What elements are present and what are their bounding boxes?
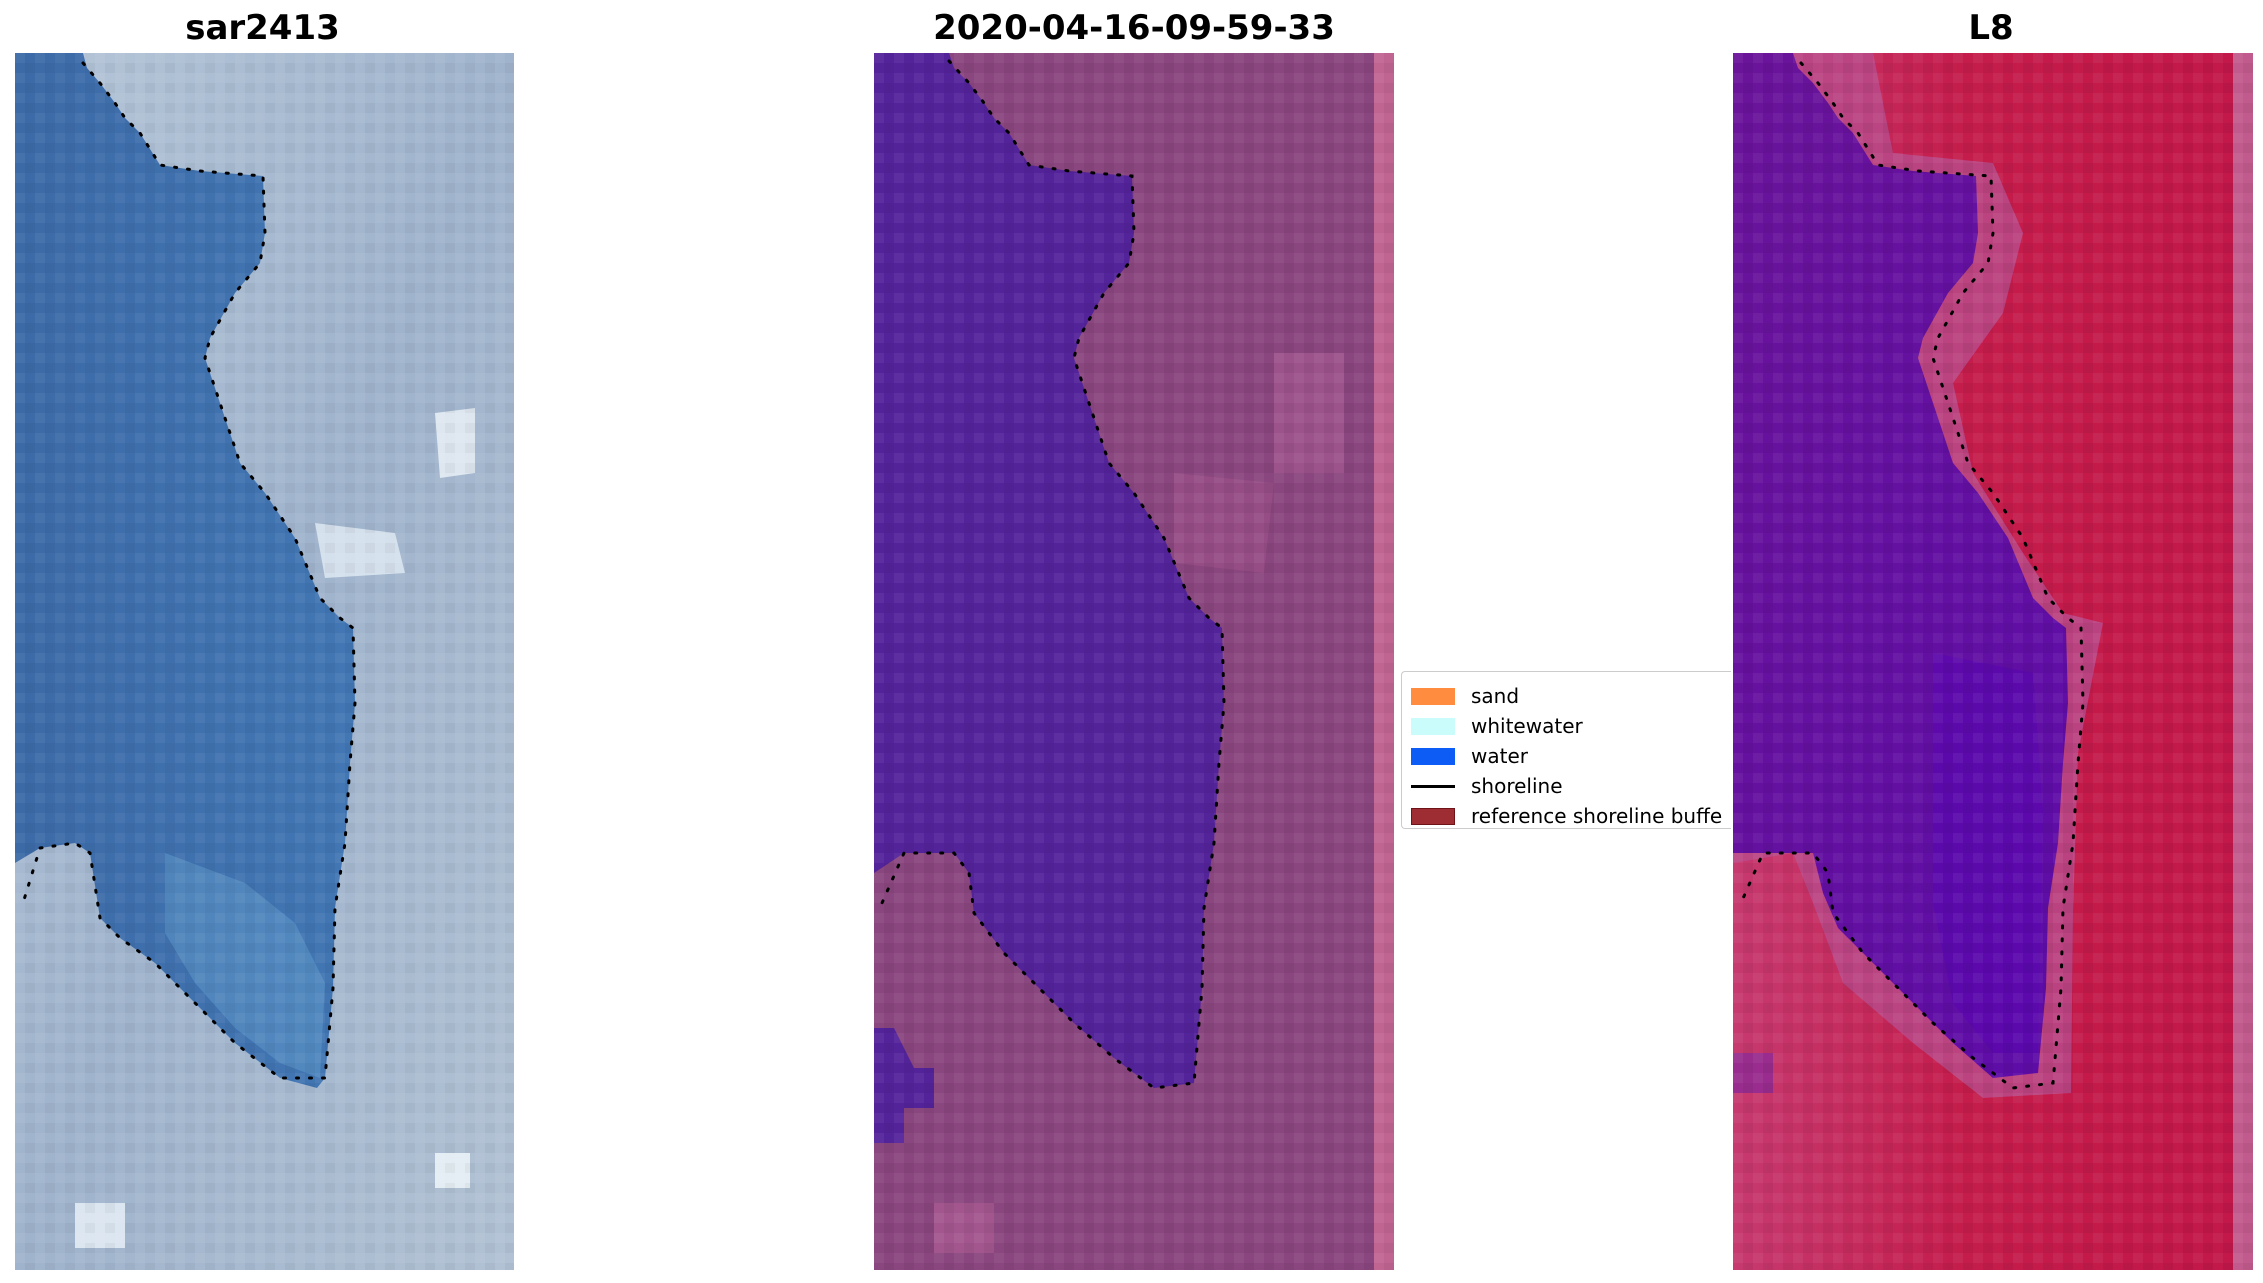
- legend-swatch-reference-shoreline-buffer: [1411, 807, 1455, 825]
- legend-label-whitewater: whitewater: [1471, 714, 1583, 738]
- false-color-image-panel: [1733, 53, 2253, 1270]
- legend-line-shoreline: [1411, 784, 1455, 788]
- legend-item-reference-shoreline-buffer: reference shoreline buffe: [1411, 803, 1723, 828]
- legend-swatch-sand: [1411, 687, 1455, 705]
- legend-item-sand: sand: [1411, 683, 1519, 709]
- rgb-image: [15, 53, 514, 1270]
- panel-title-sar2413: sar2413: [185, 8, 340, 48]
- legend-item-shoreline: shoreline: [1411, 773, 1563, 799]
- legend-label-shoreline: shoreline: [1471, 774, 1563, 798]
- legend-label-sand: sand: [1471, 684, 1520, 708]
- classified-image-panel: [874, 53, 1394, 1270]
- classified-shoreline: [880, 59, 1226, 1090]
- rgb-shoreline: [21, 61, 357, 1080]
- legend-label-water: water: [1471, 744, 1528, 768]
- legend-swatch-water: [1411, 747, 1455, 765]
- panel-title-date: 2020-04-16-09-59-33: [933, 8, 1335, 48]
- legend-label-reference-shoreline-buffer: reference shoreline buffe: [1471, 804, 1723, 828]
- panel-title-l8: L8: [1968, 8, 2014, 48]
- legend-item-whitewater: whitewater: [1411, 713, 1583, 739]
- legend-item-water: water: [1411, 743, 1528, 769]
- rgb-image-panel: [15, 53, 514, 1270]
- classified-image: [874, 53, 1394, 1270]
- legend: sand whitewater water shoreline referenc…: [1401, 671, 1731, 829]
- legend-swatch-whitewater: [1411, 717, 1455, 735]
- false-color-image: [1733, 53, 2253, 1270]
